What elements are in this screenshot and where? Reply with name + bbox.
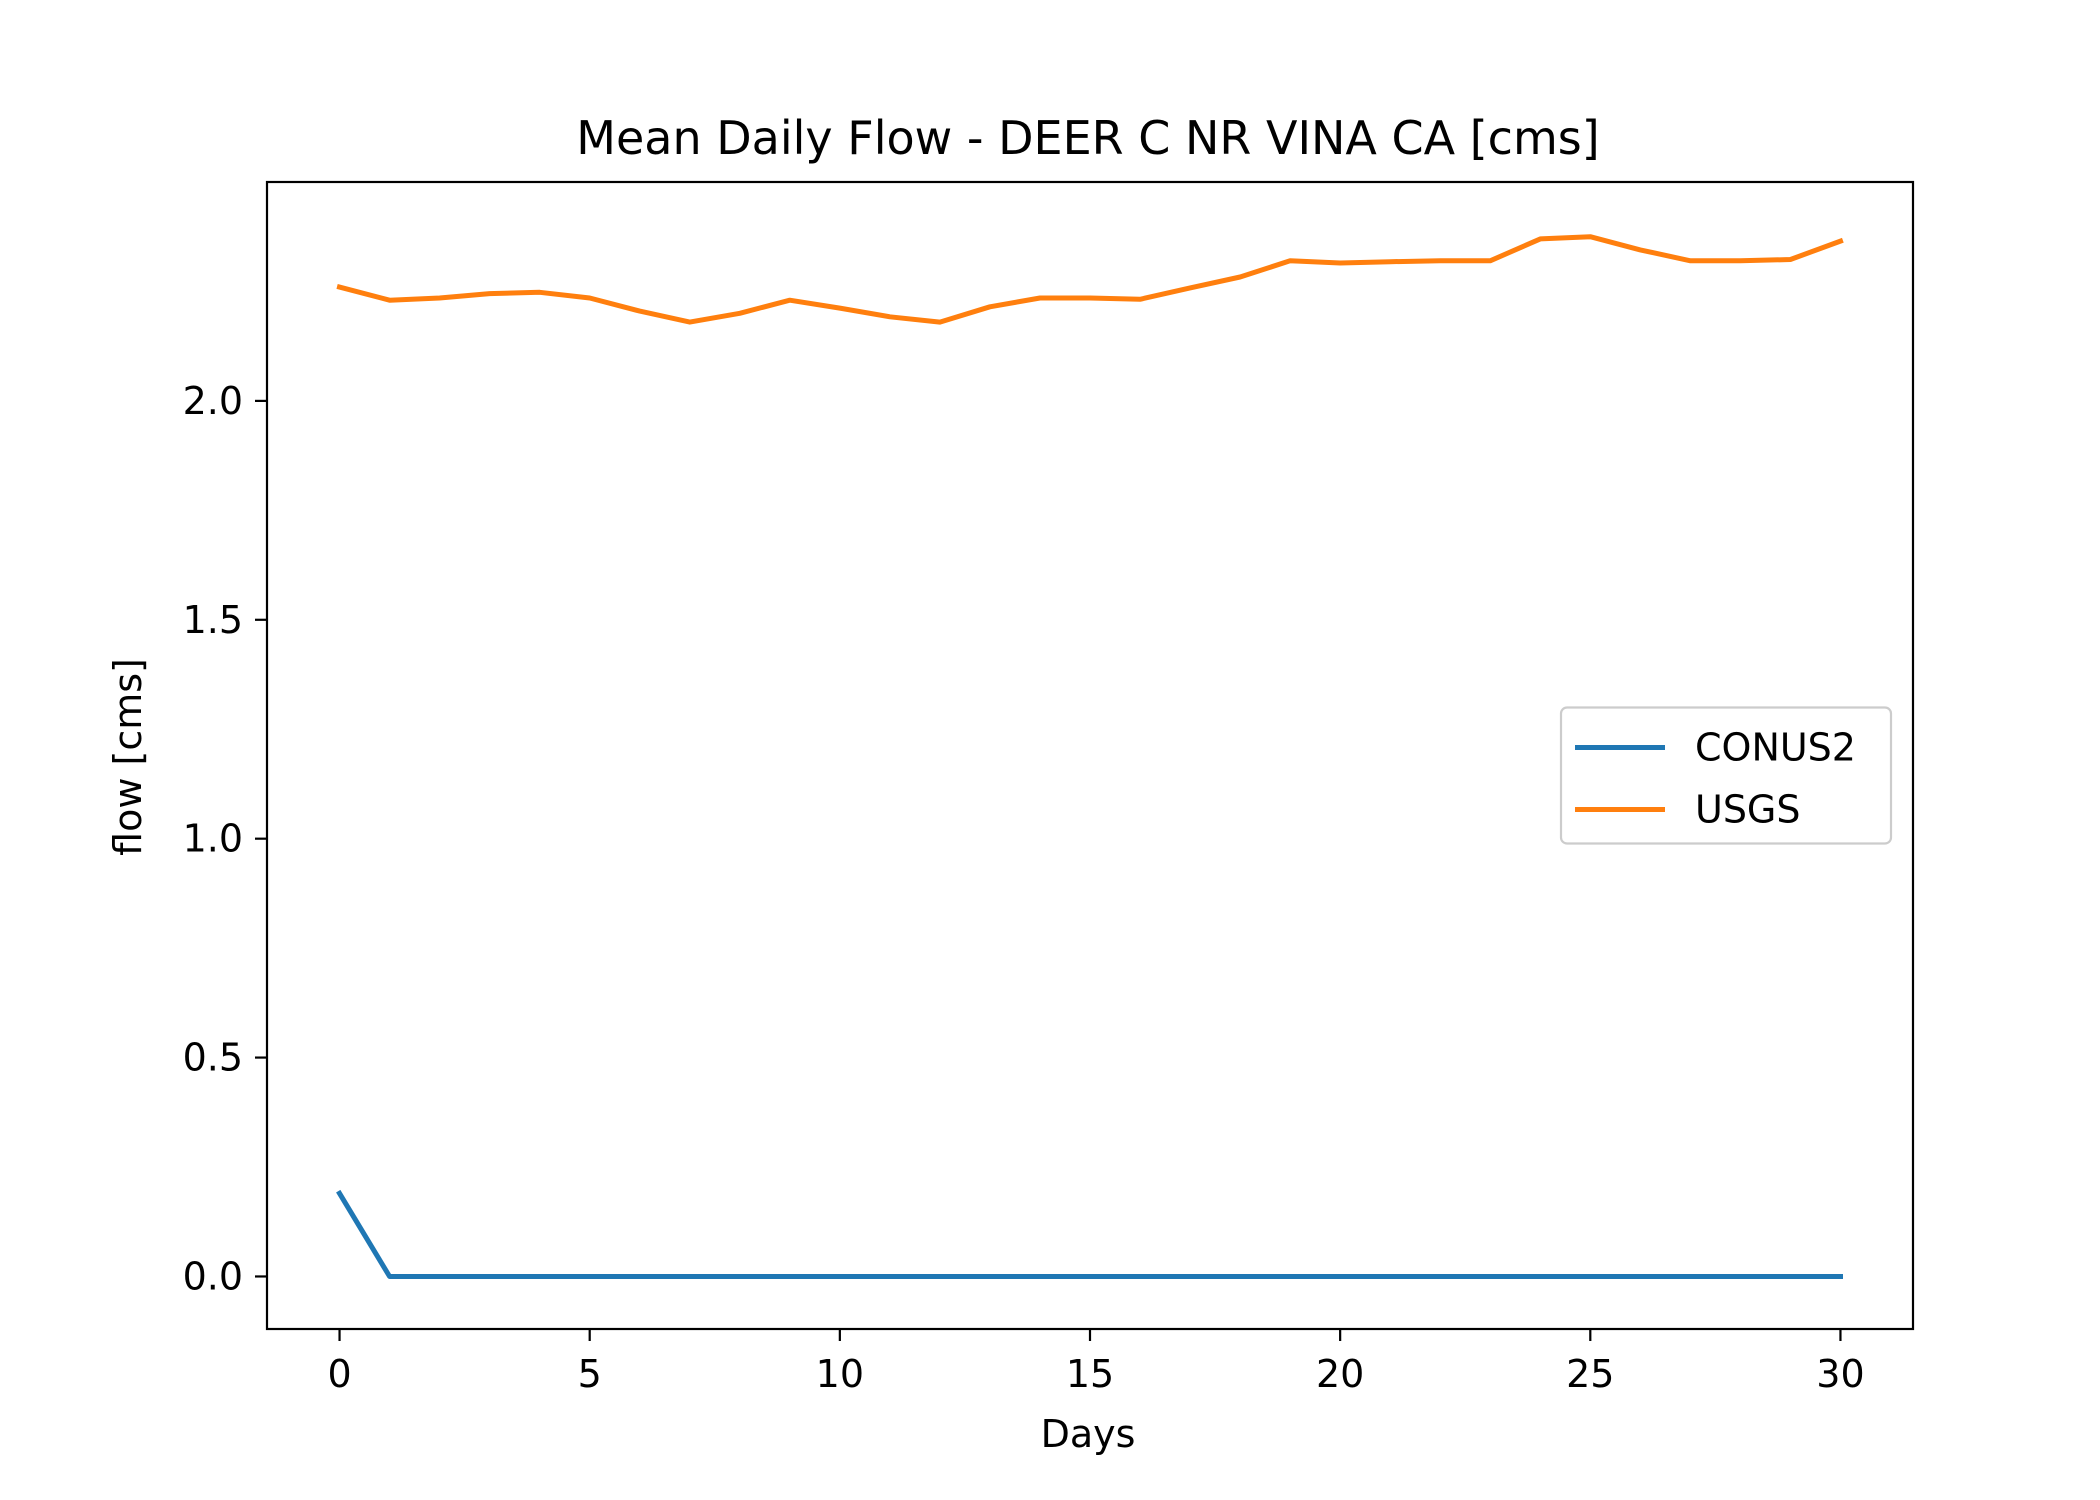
x-axis-label: Days — [1041, 1412, 1136, 1456]
x-tick-label: 0 — [327, 1352, 351, 1396]
y-tick-label: 0.5 — [183, 1036, 243, 1080]
x-tick-label: 30 — [1816, 1352, 1864, 1396]
y-tick-label: 1.0 — [183, 817, 243, 861]
legend-label-conus2: CONUS2 — [1695, 726, 1856, 770]
x-tick-label: 25 — [1566, 1352, 1614, 1396]
y-tick-label: 0.0 — [183, 1254, 243, 1298]
y-tick-label: 1.5 — [183, 598, 243, 642]
y-tick-label: 2.0 — [183, 379, 243, 423]
legend: CONUS2 USGS — [1559, 706, 1893, 845]
x-tick-label: 10 — [816, 1352, 864, 1396]
x-tick-label: 20 — [1316, 1352, 1364, 1396]
chart-title: Mean Daily Flow - DEER C NR VINA CA [cms… — [576, 111, 1599, 165]
y-axis: 0.0 0.5 1.0 1.5 2.0 — [183, 379, 267, 1298]
x-axis: 0 5 10 15 20 25 30 — [327, 1329, 1865, 1396]
series-line-conus2 — [336, 1189, 1843, 1279]
x-tick-label: 5 — [578, 1352, 602, 1396]
y-axis-label: flow [cms] — [106, 658, 150, 856]
legend-label-usgs: USGS — [1695, 788, 1801, 832]
series-line-usgs — [336, 234, 1844, 325]
x-tick-label: 15 — [1066, 1352, 1114, 1396]
